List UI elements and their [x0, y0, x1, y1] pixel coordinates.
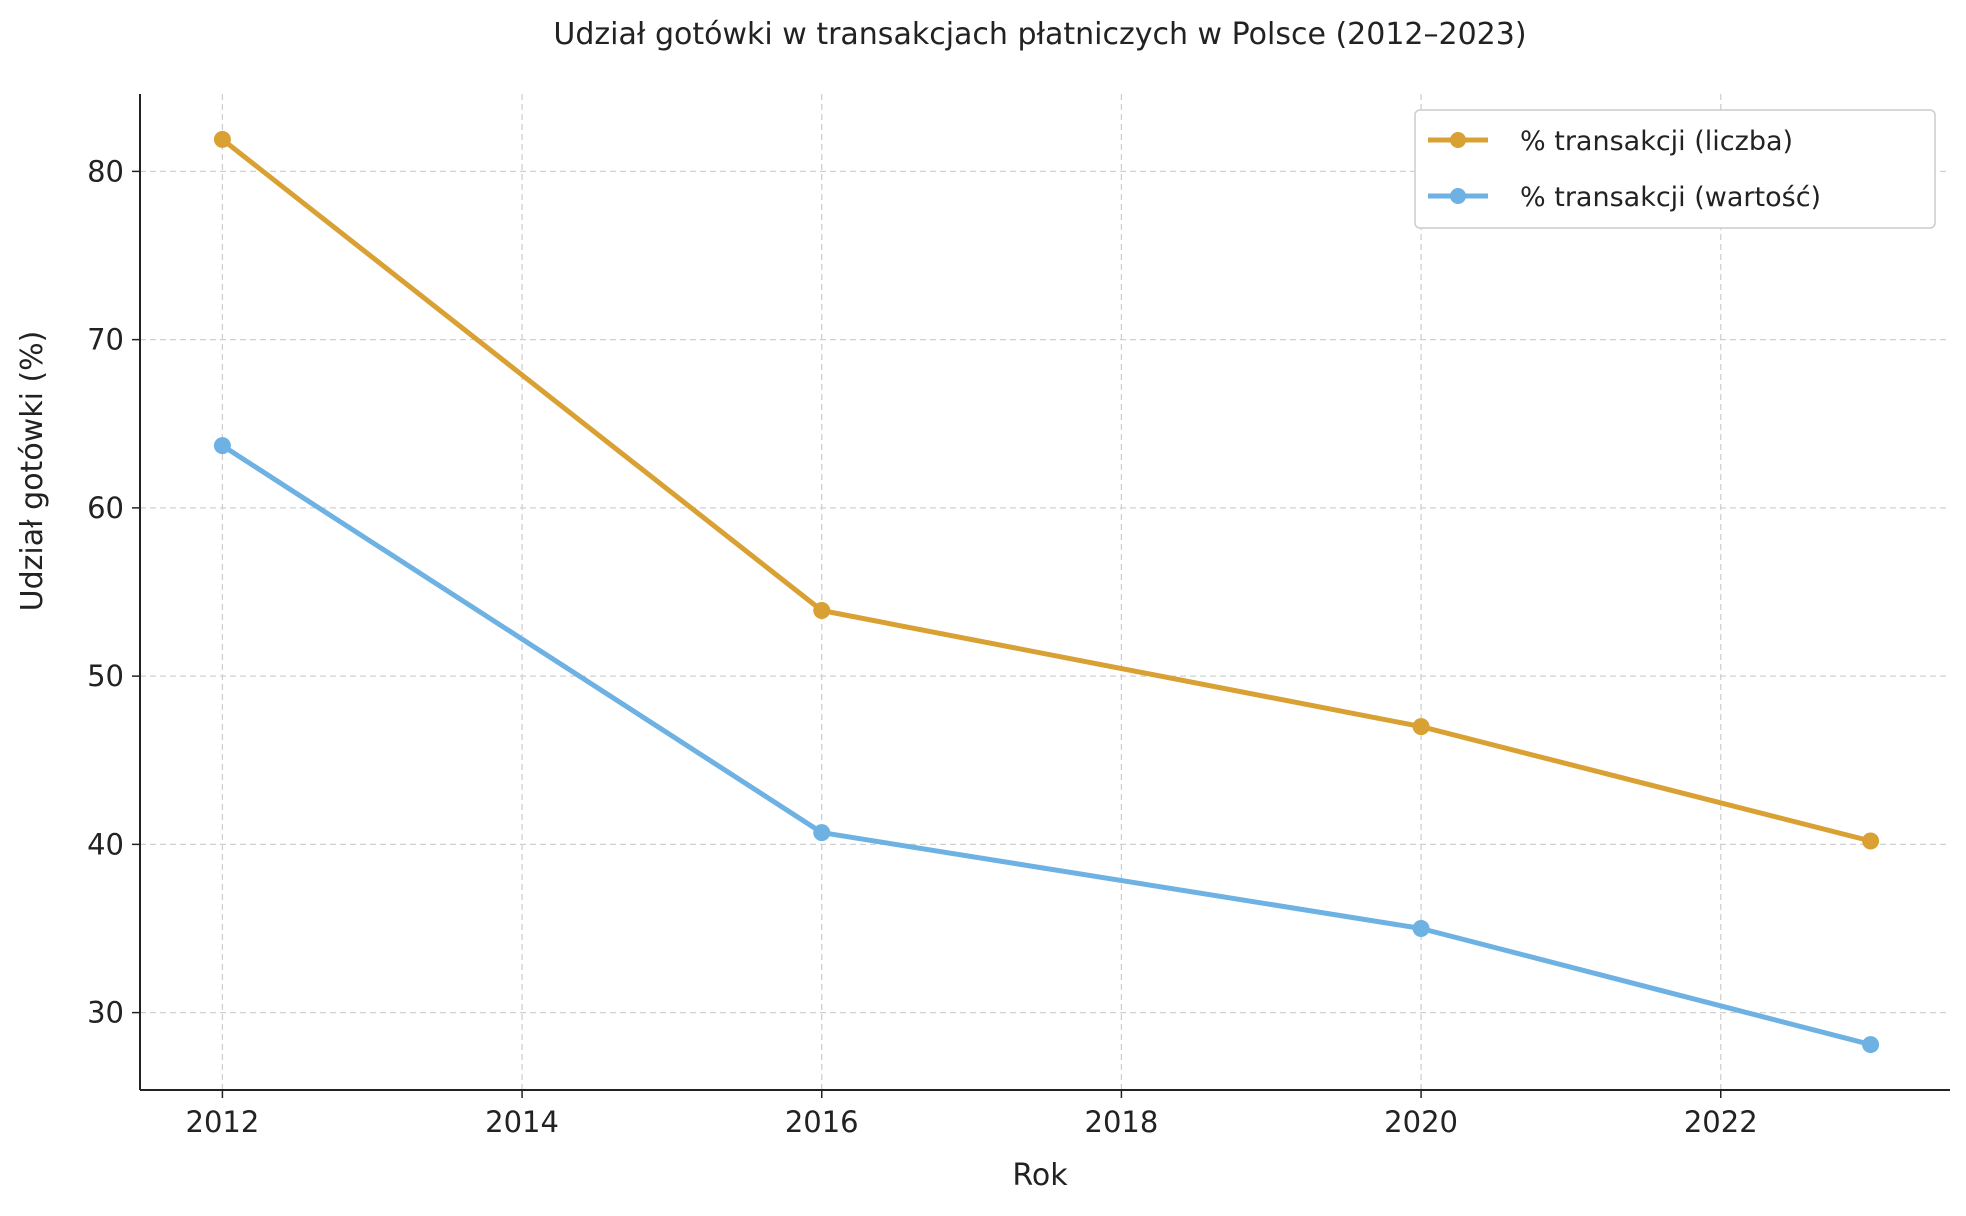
y-tick-label: 60 [87, 491, 124, 525]
y-tick-label: 80 [87, 154, 124, 188]
series-line-1 [221, 443, 1872, 1047]
data-point [1412, 718, 1430, 736]
data-point [1412, 919, 1430, 937]
legend-label-wartosc: % transakcji (wartość) [1520, 182, 1821, 213]
y-tick-label: 50 [87, 659, 124, 693]
legend: % transakcji (liczba) % transakcji (wart… [1414, 109, 1936, 229]
y-tick-label: 70 [87, 323, 124, 357]
y-axis-label: Udział gotówki (%) [15, 331, 50, 612]
legend-marker-liczba [1450, 132, 1466, 148]
data-point [813, 824, 831, 842]
data-point [813, 602, 831, 620]
x-axis-label: Rok [1012, 1158, 1068, 1193]
y-tick-label: 40 [87, 827, 124, 861]
x-tick-label: 2016 [785, 1105, 859, 1139]
legend-marker-wartosc [1450, 188, 1466, 204]
axes: 2012 2014 2016 2018 2020 2022 30 40 50 60 70 80 [87, 94, 1950, 1139]
x-tick-label: 2022 [1684, 1105, 1758, 1139]
data-point [1862, 1036, 1880, 1054]
series-line-0 [220, 137, 1872, 844]
x-tick-label: 2020 [1384, 1105, 1458, 1139]
legend-box [1414, 109, 1936, 229]
x-tick-label: 2018 [1085, 1105, 1159, 1139]
grid [140, 94, 1950, 1090]
x-tick-label: 2014 [485, 1105, 559, 1139]
series-group [213, 130, 1880, 1054]
legend-label-liczba: % transakcji (liczba) [1520, 126, 1793, 157]
data-point [213, 437, 231, 455]
data-point [1862, 832, 1880, 850]
x-tick-label: 2012 [186, 1105, 260, 1139]
data-point [213, 130, 231, 148]
chart-title: Udział gotówki w transakcjach płatniczyc… [553, 17, 1526, 52]
y-tick-label: 30 [87, 996, 124, 1030]
